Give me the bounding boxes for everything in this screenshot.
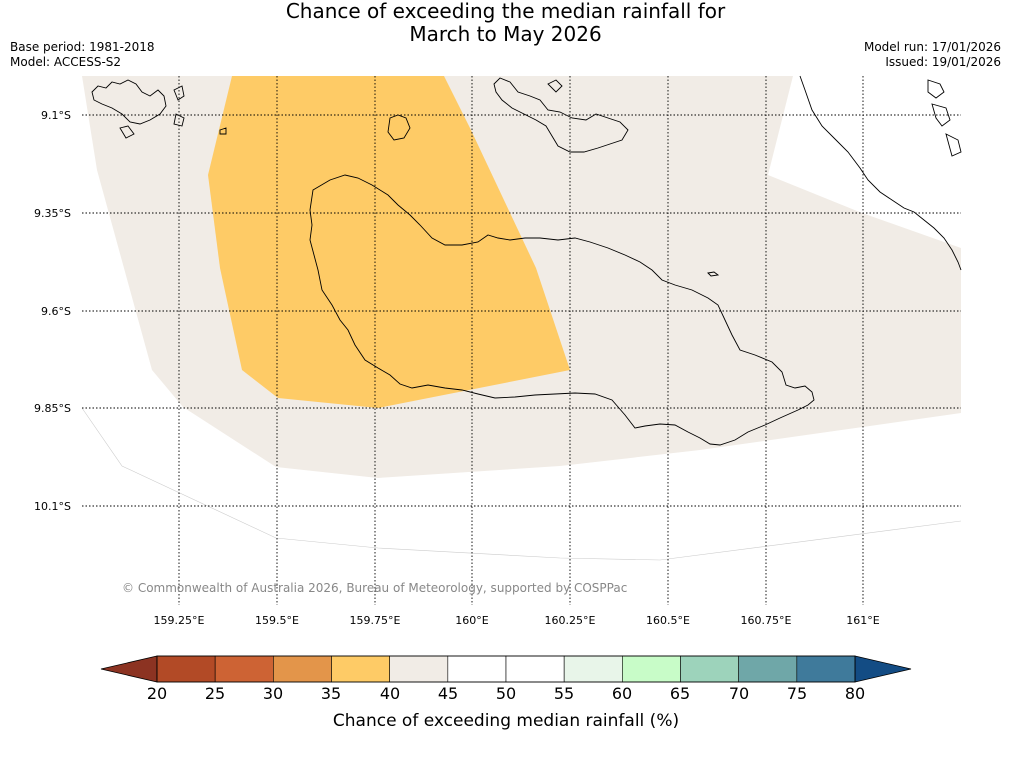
colorbar-label: Chance of exceeding median rainfall (%) bbox=[333, 711, 679, 731]
lat-label-1: 9.1°S bbox=[41, 109, 71, 122]
meta-right: Model run: 17/01/2026 Issued: 19/01/2026 bbox=[864, 40, 1001, 70]
model-name: Model: ACCESS-S2 bbox=[10, 55, 122, 69]
cb-tick-55: 55 bbox=[554, 684, 574, 703]
lon-label-6: 160.5°E bbox=[646, 614, 690, 627]
colorbar-segment-60-65 bbox=[622, 655, 681, 683]
title-line-2: March to May 2026 bbox=[409, 22, 602, 46]
cb-tick-65: 65 bbox=[670, 684, 690, 703]
lon-label-5: 160.25°E bbox=[545, 614, 596, 627]
colorbar-segment-40-45 bbox=[389, 655, 449, 683]
issued-date: Issued: 19/01/2026 bbox=[885, 55, 1001, 69]
cb-tick-50: 50 bbox=[496, 684, 516, 703]
cb-tick-40: 40 bbox=[380, 684, 400, 703]
cb-tick-45: 45 bbox=[438, 684, 458, 703]
lat-labels: 9.1°S 9.35°S 9.6°S 9.85°S 10.1°S bbox=[34, 109, 71, 513]
cb-tick-60: 60 bbox=[612, 684, 632, 703]
colorbar-over-arrow bbox=[854, 655, 912, 683]
domain-outline bbox=[81, 407, 962, 561]
lat-label-4: 9.85°S bbox=[34, 402, 71, 415]
lon-labels: 159.25°E 159.5°E 159.75°E 160°E 160.25°E… bbox=[154, 614, 880, 627]
map-panel: 9.1°S 9.35°S 9.6°S 9.85°S 10.1°S 159.25°… bbox=[34, 75, 962, 627]
meta-left: Base period: 1981-2018 Model: ACCESS-S2 bbox=[10, 40, 155, 70]
lon-label-8: 161°E bbox=[846, 614, 879, 627]
cb-tick-25: 25 bbox=[205, 684, 225, 703]
island-lake bbox=[387, 114, 411, 141]
title-line-1: Chance of exceeding the median rainfall … bbox=[285, 0, 726, 23]
colorbar: 20 25 30 35 40 45 50 55 60 65 70 75 80 C… bbox=[100, 655, 912, 731]
cb-tick-20: 20 bbox=[147, 684, 167, 703]
colorbar-frame bbox=[156, 655, 856, 683]
nggela-islands bbox=[493, 77, 629, 153]
cb-tick-75: 75 bbox=[787, 684, 807, 703]
colorbar-segment-65-70 bbox=[680, 655, 739, 683]
model-run: Model run: 17/01/2026 bbox=[863, 40, 1001, 54]
lon-label-3: 159.75°E bbox=[350, 614, 401, 627]
colorbar-segment-75-80 bbox=[796, 655, 856, 683]
region-35-40 bbox=[208, 76, 570, 408]
colorbar-segment-45-50 bbox=[447, 655, 507, 683]
lon-label-7: 160.75°E bbox=[741, 614, 792, 627]
lon-label-1: 159.25°E bbox=[154, 614, 205, 627]
florida-islands-west bbox=[91, 79, 227, 139]
lon-label-2: 159.5°E bbox=[255, 614, 299, 627]
lat-label-5: 10.1°S bbox=[34, 500, 71, 513]
gridlines bbox=[82, 76, 961, 605]
small-islet bbox=[707, 271, 720, 277]
cb-tick-30: 30 bbox=[263, 684, 283, 703]
base-period: Base period: 1981-2018 bbox=[10, 40, 155, 54]
colorbar-segment-50-55 bbox=[505, 655, 565, 683]
colorbar-segments bbox=[156, 655, 856, 683]
cb-tick-70: 70 bbox=[729, 684, 749, 703]
map-title: Chance of exceeding the median rainfall … bbox=[0, 0, 1011, 46]
colorbar-segment-55-60 bbox=[563, 655, 623, 683]
lat-label-2: 9.35°S bbox=[34, 207, 71, 220]
small-island-east bbox=[927, 79, 962, 157]
lat-label-3: 9.6°S bbox=[41, 305, 71, 318]
lon-label-4: 160°E bbox=[455, 614, 488, 627]
colorbar-under-arrow bbox=[100, 655, 158, 683]
guadalcanal-coastline bbox=[309, 174, 815, 446]
colorbar-segment-35-40 bbox=[331, 655, 390, 683]
colorbar-segment-20-25 bbox=[156, 655, 216, 683]
colorbar-ticks: 20 25 30 35 40 45 50 55 60 65 70 75 80 bbox=[147, 684, 865, 703]
cb-tick-80: 80 bbox=[845, 684, 865, 703]
cb-tick-35: 35 bbox=[321, 684, 341, 703]
malaita-coastline bbox=[799, 75, 962, 271]
copyright-credit: © Commonwealth of Australia 2026, Bureau… bbox=[122, 581, 627, 595]
colorbar-segment-25-30 bbox=[214, 655, 274, 683]
colorbar-segment-70-75 bbox=[738, 655, 798, 683]
colorbar-segment-30-35 bbox=[273, 655, 332, 683]
